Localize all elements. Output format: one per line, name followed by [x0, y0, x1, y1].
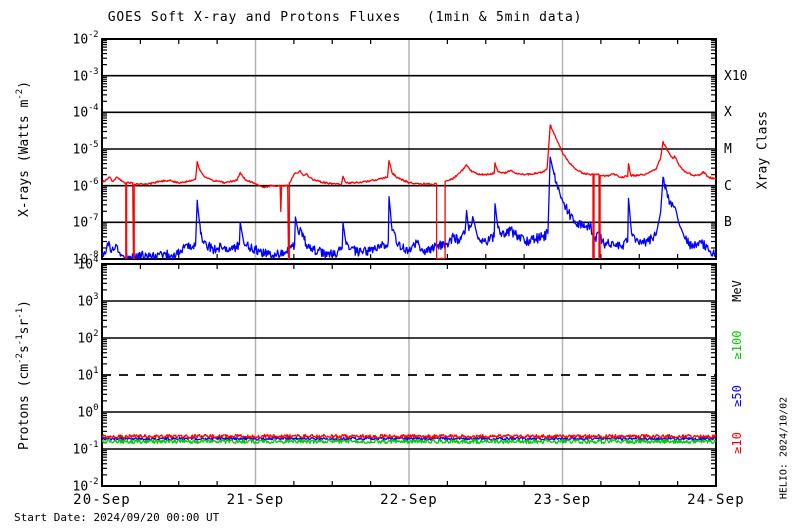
xray-class-label-X: X: [724, 105, 732, 121]
x-tick-label-22-Sep: 22-Sep: [380, 492, 438, 508]
trace-protons-ge100mev: [102, 438, 716, 445]
trace-protons-ge10mev: [102, 433, 716, 439]
x-tick-label-20-Sep: 20-Sep: [73, 492, 131, 508]
xray-traces: [102, 124, 716, 259]
mev-axis-label: MeV: [730, 280, 744, 302]
proton-traces: [102, 433, 716, 445]
x-tick-label-24-Sep: 24-Sep: [687, 492, 745, 508]
x-tick-label-21-Sep: 21-Sep: [226, 492, 285, 508]
y-tick-label-10e-5: 10-5: [72, 140, 99, 158]
helio-credit: HELIO: 2024/10/02: [778, 396, 790, 500]
y-tick-label-10e-6: 10-6: [72, 176, 99, 194]
trace-xray-short-wave: [102, 156, 716, 259]
protons-ge50-legend: ≥50: [730, 385, 744, 407]
xray-class-label-X10: X10: [724, 68, 748, 84]
y-tick-label-10e3: 103: [77, 292, 98, 310]
protons-ge100-legend: ≥100: [730, 330, 744, 360]
y-tick-label-10e-4: 10-4: [72, 103, 99, 121]
y-tick-label-10e4: 104: [77, 255, 98, 273]
xray-class-label-B: B: [724, 215, 732, 231]
y-tick-label-10e-2: 10-2: [72, 477, 99, 495]
protons-y-axis-label: Protons (cm-2s-1sr-1): [14, 300, 33, 450]
xray-class-axis-label: Xray Class: [755, 110, 771, 190]
axis-ticks: [102, 39, 716, 486]
day-gridlines: [254, 39, 564, 486]
protons-ge10-legend: ≥10: [730, 432, 744, 454]
y-tick-label-10e0: 100: [77, 403, 98, 421]
page-title: GOES Soft X-ray and Protons Fluxes (1min…: [107, 10, 583, 25]
x-tick-label-23-Sep: 23-Sep: [533, 492, 592, 508]
y-tick-label-10e-2: 10-2: [72, 30, 99, 48]
plot-frames: [101, 38, 717, 487]
xray-y-axis-label: X-rays (Watts m-2): [14, 80, 33, 218]
xray-class-label-C: C: [724, 178, 732, 194]
y-tick-label-10e-3: 10-3: [72, 66, 99, 84]
y-tick-label-10e-7: 10-7: [72, 213, 99, 231]
y-tick-label-10e-1: 10-1: [72, 440, 99, 458]
y-tick-label-10e2: 102: [77, 329, 98, 347]
decade-gridlines: [102, 74, 716, 450]
y-tick-label-10e-8: 10-8: [72, 250, 99, 268]
xray-class-label-M: M: [724, 142, 732, 157]
start-date-label: Start Date: 2024/09/20 00:00 UT: [14, 511, 220, 524]
trace-xray-long-wave: [102, 124, 716, 259]
y-tick-label-10e1: 101: [77, 366, 98, 384]
